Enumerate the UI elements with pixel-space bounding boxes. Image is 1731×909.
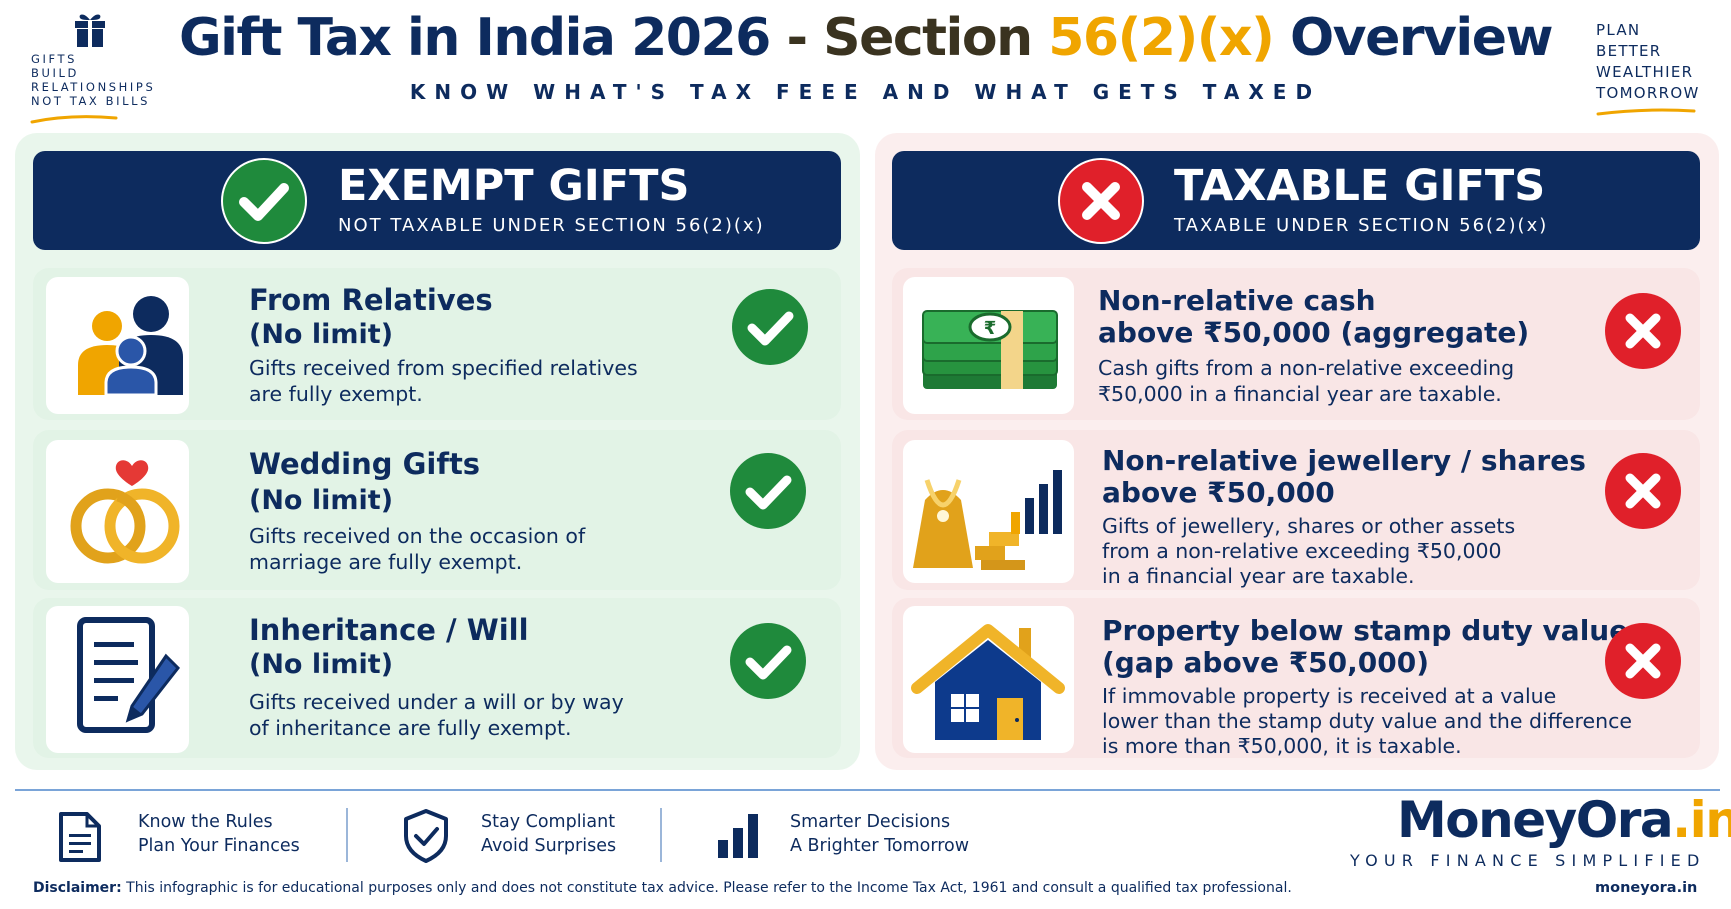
exempt-item-limit: (No limit) <box>249 649 394 680</box>
wedding-rings-icon <box>70 460 180 564</box>
exempt-item-desc: Gifts received from specified relatives <box>249 356 638 380</box>
taxable-item-title: above ₹50,000 (aggregate) <box>1098 316 1530 349</box>
taxable-item-desc: Cash gifts from a non-relative exceeding <box>1098 356 1515 380</box>
brand-suffix: .in <box>1672 791 1731 849</box>
title-part2: Section <box>823 8 1049 68</box>
family-icon <box>78 296 183 397</box>
taxable-title: TAXABLE GIFTS <box>1174 161 1546 211</box>
exempt-subtitle: NOT TAXABLE UNDER SECTION 56(2)(x) <box>338 215 765 236</box>
footer-item-line: Avoid Surprises <box>481 836 617 856</box>
check-circle-icon <box>221 158 307 244</box>
cross-circle-icon <box>1605 623 1681 699</box>
cross-circle-icon <box>1605 293 1681 369</box>
taxable-item-desc: ₹50,000 in a financial year are taxable. <box>1098 382 1502 406</box>
taxable-item-title: Non-relative jewellery / shares <box>1102 444 1586 477</box>
brand-tagline: YOUR FINANCE SIMPLIFIED <box>1350 851 1706 870</box>
taxable-item-desc: is more than ₹50,000, it is taxable. <box>1102 734 1462 758</box>
taxable-item-title: (gap above ₹50,000) <box>1102 646 1430 679</box>
disclaimer-label: Disclaimer: <box>33 880 122 896</box>
taxable-item-desc: Gifts of jewellery, shares or other asse… <box>1102 514 1516 538</box>
taxable-item-desc: from a non-relative exceeding ₹50,000 <box>1102 539 1502 563</box>
exempt-item-limit: (No limit) <box>249 319 394 350</box>
footer-divider <box>15 789 1720 791</box>
cross-circle-icon <box>1058 158 1144 244</box>
website-link[interactable]: moneyora.in <box>1595 880 1698 896</box>
gift-box-icon <box>75 14 105 47</box>
footer-separator <box>346 808 348 862</box>
brand-logo: MoneyOra.in <box>1397 791 1731 849</box>
disclaimer-text: This infographic is for educational purp… <box>121 880 1292 896</box>
exempt-banner: EXEMPT GIFTS NOT TAXABLE UNDER SECTION 5… <box>33 151 841 250</box>
cross-circle-icon <box>1605 453 1681 529</box>
footer-item-line: Plan Your Finances <box>138 836 300 856</box>
tagline: PLAN BETTER WEALTHIER TOMORROW <box>1596 20 1700 118</box>
title-part1: Gift Tax in India 2026 <box>178 8 771 68</box>
page-title: Gift Tax in India 2026 - Section 56(2)(x… <box>0 8 1731 68</box>
swoosh-underline-icon <box>30 115 118 124</box>
icon-box: ₹ <box>903 277 1074 414</box>
icon-box <box>46 277 189 414</box>
check-circle-icon <box>730 623 806 699</box>
document-icon <box>59 812 101 862</box>
page-subtitle: KNOW WHAT'S TAX FEEE AND WHAT GETS TAXED <box>409 80 1322 104</box>
taxable-subtitle: TAXABLE UNDER SECTION 56(2)(x) <box>1174 215 1549 236</box>
tagline-line: WEALTHIER <box>1596 63 1694 81</box>
exempt-item-limit: (No limit) <box>249 485 394 516</box>
logo-line: GIFTS <box>31 52 78 66</box>
title-highlight: 56(2)(x) <box>1048 8 1275 68</box>
icon-box <box>46 606 189 753</box>
house-icon <box>911 624 1065 740</box>
taxable-item-desc: lower than the stamp duty value and the … <box>1102 709 1632 733</box>
exempt-item-title: Inheritance / Will <box>249 613 529 647</box>
exempt-item-desc: are fully exempt. <box>249 382 423 406</box>
swoosh-underline-icon <box>1596 108 1696 116</box>
check-circle-icon <box>732 289 808 365</box>
logo-line: RELATIONSHIPS <box>31 80 156 94</box>
icon-box <box>46 440 189 583</box>
icon-box <box>903 440 1074 583</box>
exempt-item-desc: marriage are fully exempt. <box>249 550 523 574</box>
bar-chart-icon <box>718 814 758 858</box>
taxable-item-title: above ₹50,000 <box>1102 476 1335 509</box>
exempt-title: EXEMPT GIFTS <box>338 161 690 211</box>
disclaimer: Disclaimer: This infographic is for educ… <box>33 880 1292 896</box>
rupee-symbol: ₹ <box>984 318 997 339</box>
icon-box <box>903 606 1074 753</box>
title-dash: - <box>769 8 824 68</box>
title-part3: Overview <box>1273 8 1554 68</box>
document-pen-icon <box>77 617 180 733</box>
brand-name: MoneyOra <box>1397 791 1674 849</box>
footer-item-line: Smarter Decisions <box>790 812 951 832</box>
taxable-item-title: Non-relative cash <box>1098 284 1376 317</box>
footer-item-line: A Brighter Tomorrow <box>790 836 970 856</box>
tagline-line: TOMORROW <box>1596 84 1700 102</box>
exempt-item-title: Wedding Gifts <box>249 447 481 481</box>
exempt-item-desc: Gifts received on the occasion of <box>249 524 586 548</box>
taxable-banner: TAXABLE GIFTS TAXABLE UNDER SECTION 56(2… <box>892 151 1700 250</box>
exempt-item-desc: of inheritance are fully exempt. <box>249 716 572 740</box>
check-circle-icon <box>730 453 806 529</box>
footer-item-line: Know the Rules <box>138 812 273 832</box>
logo-line: BUILD <box>31 66 79 80</box>
jewellery-shares-icon <box>913 470 1062 570</box>
footer-separator <box>660 808 662 862</box>
exempt-item-desc: Gifts received under a will or by way <box>249 690 624 714</box>
exempt-item-title: From Relatives <box>249 283 493 317</box>
tagline-line: BETTER <box>1596 42 1662 60</box>
taxable-item-desc: If immovable property is received at a v… <box>1102 684 1557 708</box>
taxable-item-desc: in a financial year are taxable. <box>1102 564 1415 588</box>
taxable-item-title: Property below stamp duty value <box>1102 614 1629 647</box>
logo-line: NOT TAX BILLS <box>31 94 151 108</box>
footer-item-line: Stay Compliant <box>481 812 616 832</box>
tagline-line: PLAN <box>1596 21 1641 39</box>
cash-stack-icon: ₹ <box>922 310 1058 389</box>
shield-check-icon <box>404 809 448 863</box>
